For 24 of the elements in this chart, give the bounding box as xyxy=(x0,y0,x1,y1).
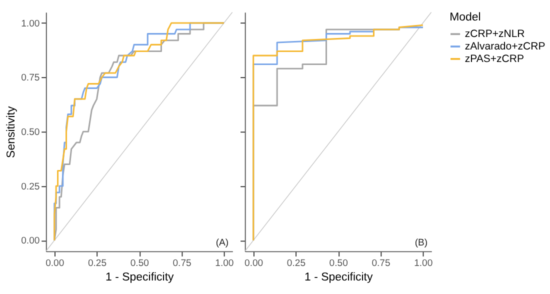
y-tick-label: 0.75 xyxy=(21,72,40,84)
legend-label: zPAS+zCRP xyxy=(464,52,524,65)
y-tick-label: 0.00 xyxy=(21,236,40,247)
annotation: (B) xyxy=(414,237,428,248)
x-axis-title: 1 - Specificity xyxy=(304,271,373,284)
y-tick-label: 1.00 xyxy=(21,18,40,30)
y-axis-title: Sensitivity xyxy=(5,106,18,158)
y-tick-label: 0.50 xyxy=(21,127,40,138)
y-tick-label: 0.25 xyxy=(21,181,40,192)
x-tick-label: 0.25 xyxy=(88,258,107,270)
legend-title: Model xyxy=(450,12,481,24)
x-tick-label: 0.00 xyxy=(244,258,264,270)
legend-label: zCRP+zNLR xyxy=(464,28,526,40)
x-tick-label: 1.00 xyxy=(414,258,433,270)
legend-label: zAlvarado+zCRP xyxy=(464,40,546,52)
x-tick-label: 0.50 xyxy=(329,258,348,270)
x-tick-label: 0.25 xyxy=(286,258,306,270)
annotation: (A) xyxy=(216,237,229,248)
x-tick-label: 1.00 xyxy=(215,258,234,270)
x-axis-title: 1 - Specificity xyxy=(106,271,174,284)
x-tick-label: 0.75 xyxy=(372,258,390,270)
x-tick-label: 0.50 xyxy=(130,258,149,270)
x-tick-label: 0.00 xyxy=(46,258,64,270)
x-tick-label: 0.75 xyxy=(172,258,192,270)
